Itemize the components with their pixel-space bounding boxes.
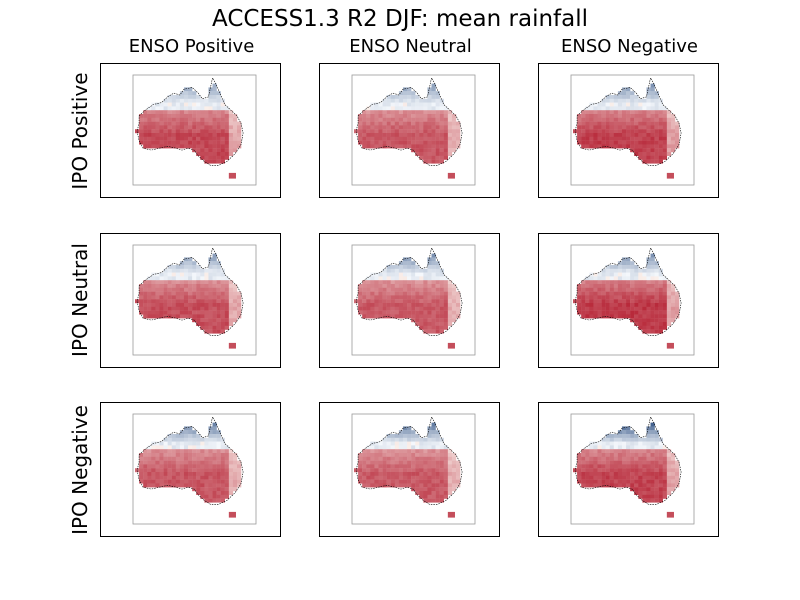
rainfall-map <box>351 413 476 525</box>
tasmania-cell <box>228 172 236 179</box>
map-panel <box>100 233 281 368</box>
tasmania-cell <box>228 342 236 349</box>
coastline <box>355 77 463 166</box>
column-label-enso-neutral: ENSO Neutral <box>349 36 472 57</box>
rainfall-map <box>132 413 257 525</box>
map-panel <box>319 233 500 368</box>
map-panel <box>319 402 500 537</box>
map-extent-frame <box>132 413 257 525</box>
rainfall-map <box>570 413 695 525</box>
column-label-enso-negative: ENSO Negative <box>561 36 698 57</box>
rainfall-map <box>132 244 257 356</box>
map-panel <box>319 63 500 198</box>
rainfall-map <box>132 74 257 186</box>
row-label-ipo-negative: IPO Negative <box>68 405 92 535</box>
map-panel <box>538 63 719 198</box>
map-extent-frame <box>570 413 695 525</box>
coastline <box>574 247 682 336</box>
tasmania-cell <box>666 172 674 179</box>
rainfall-map <box>351 74 476 186</box>
map-panel <box>100 63 281 198</box>
map-extent-frame <box>132 74 257 186</box>
coastline <box>136 77 244 166</box>
tasmania-cell <box>666 342 674 349</box>
map-extent-frame <box>351 413 476 525</box>
column-label-enso-positive: ENSO Positive <box>128 36 255 57</box>
map-extent-frame <box>351 74 476 186</box>
tasmania-cell <box>447 511 455 518</box>
rainfall-map <box>351 244 476 356</box>
coastline <box>136 416 244 505</box>
tasmania-cell <box>447 172 455 179</box>
map-extent-frame <box>351 244 476 356</box>
map-panel <box>100 402 281 537</box>
map-extent-frame <box>570 74 695 186</box>
coastline <box>355 416 463 505</box>
coastline <box>136 247 244 336</box>
map-panel <box>538 402 719 537</box>
coastline <box>355 247 463 336</box>
rainfall-map <box>570 244 695 356</box>
rainfall-map <box>570 74 695 186</box>
tasmania-cell <box>447 342 455 349</box>
coastline <box>574 416 682 505</box>
map-extent-frame <box>132 244 257 356</box>
coastline <box>574 77 682 166</box>
tasmania-cell <box>666 511 674 518</box>
chart-title: ACCESS1.3 R2 DJF: mean rainfall <box>211 6 589 32</box>
map-panel <box>538 233 719 368</box>
map-extent-frame <box>570 244 695 356</box>
tasmania-cell <box>228 511 236 518</box>
